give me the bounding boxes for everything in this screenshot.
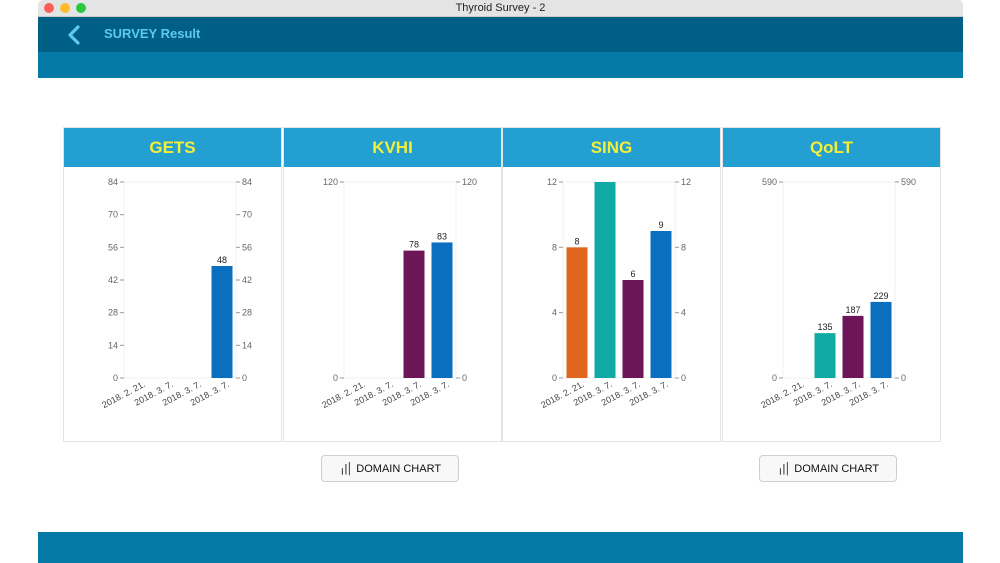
y-tick-label: 28: [108, 308, 118, 318]
chart-panel-sing: SING 0 0 4 4 8 8 12 12 8 2018. 2. 21. 2018. 3. 7. 6…: [502, 127, 721, 442]
bar-value-label: 187: [845, 305, 860, 315]
title-bar: Thyroid Survey - 2: [38, 0, 963, 17]
y-tick-label: 4: [552, 308, 557, 318]
plot-area: [343, 181, 457, 379]
y-tick-label: 70: [108, 210, 118, 220]
bar: [594, 182, 616, 378]
y-tick-label-right: 12: [681, 177, 691, 187]
bar-value-label: 9: [658, 220, 663, 230]
kvhi-domain-chart-button[interactable]: ╷|│ DOMAIN CHART: [321, 455, 459, 482]
y-tick-label-right: 0: [901, 373, 906, 383]
y-tick-label-right: 70: [242, 210, 252, 220]
y-tick-label-right: 120: [462, 177, 477, 187]
chart-panel-qolt: QoLT 0 0 590 590 2018. 2. 21. 135 2018. 3. 7. 1…: [722, 127, 941, 442]
plot-area: [562, 181, 676, 379]
window-title: Thyroid Survey - 2: [455, 2, 546, 14]
y-tick-label-right: 8: [681, 242, 686, 252]
chevron-left-icon[interactable]: [66, 25, 82, 45]
chart-title: GETS: [64, 128, 281, 167]
bar-chart-icon: ╷|│: [338, 463, 353, 475]
app-footer: [38, 532, 963, 563]
chart-title: SING: [503, 128, 720, 167]
plot-area: [782, 181, 896, 379]
y-tick-label: 14: [108, 340, 118, 350]
bar-value-label: 83: [437, 231, 447, 241]
bar-value-label: 78: [409, 240, 419, 250]
button-label: DOMAIN CHART: [356, 462, 442, 475]
chart-panel-kvhi: KVHI 0 0 120 120 2018. 2. 21. 2018. 3. 7. 78 20…: [283, 127, 502, 442]
y-tick-label: 0: [333, 373, 338, 383]
bar: [403, 250, 425, 378]
bar: [870, 301, 892, 378]
y-tick-label-right: 0: [462, 373, 467, 383]
app-header: SURVEY Result: [38, 17, 963, 52]
qolt-domain-chart-button[interactable]: ╷|│ DOMAIN CHART: [759, 455, 897, 482]
bar: [566, 247, 588, 378]
app-window: Thyroid Survey - 2 SURVEY Result GETS 0 0…: [38, 0, 963, 563]
bar-chart-icon: ╷|│: [776, 463, 791, 475]
y-tick-label: 8: [552, 242, 557, 252]
bar-value-label: 6: [630, 269, 635, 279]
bar-value-label: 135: [817, 322, 832, 332]
close-window-button[interactable]: [44, 3, 54, 13]
y-tick-label: 120: [323, 177, 338, 187]
y-tick-label: 0: [772, 373, 777, 383]
y-tick-label-right: 0: [681, 373, 686, 383]
bar: [814, 333, 836, 378]
chart-title: KVHI: [284, 128, 501, 167]
y-tick-label-right: 0: [242, 373, 247, 383]
page-title: SURVEY Result: [104, 26, 201, 41]
minimize-window-button[interactable]: [60, 3, 70, 13]
y-tick-label: 42: [108, 275, 118, 285]
maximize-window-button[interactable]: [76, 3, 86, 13]
y-tick-label-right: 4: [681, 308, 686, 318]
bar: [650, 231, 672, 378]
bar: [431, 242, 453, 378]
y-tick-label-right: 28: [242, 308, 252, 318]
y-tick-label: 84: [108, 177, 118, 187]
bar: [211, 266, 233, 378]
y-tick-label: 590: [762, 177, 777, 187]
y-tick-label-right: 14: [242, 340, 252, 350]
button-label: DOMAIN CHART: [794, 462, 880, 475]
y-tick-label: 0: [552, 373, 557, 383]
bar: [622, 280, 644, 378]
bar-value-label: 229: [873, 291, 888, 301]
bar: [842, 315, 864, 378]
y-tick-label-right: 84: [242, 177, 252, 187]
bar-value-label: 8: [574, 236, 579, 246]
y-tick-label: 12: [547, 177, 557, 187]
y-tick-label: 0: [113, 373, 118, 383]
y-tick-label-right: 590: [901, 177, 916, 187]
y-tick-label-right: 56: [242, 242, 252, 252]
bar-value-label: 48: [217, 255, 227, 265]
sub-header-bar: [38, 52, 963, 78]
y-tick-label-right: 42: [242, 275, 252, 285]
chart-panel-gets: GETS 0 0 14 14 28 28 42 42 56 56 70 70 84 84 2018. 2. …: [63, 127, 282, 442]
y-tick-label: 56: [108, 242, 118, 252]
chart-title: QoLT: [723, 128, 940, 167]
